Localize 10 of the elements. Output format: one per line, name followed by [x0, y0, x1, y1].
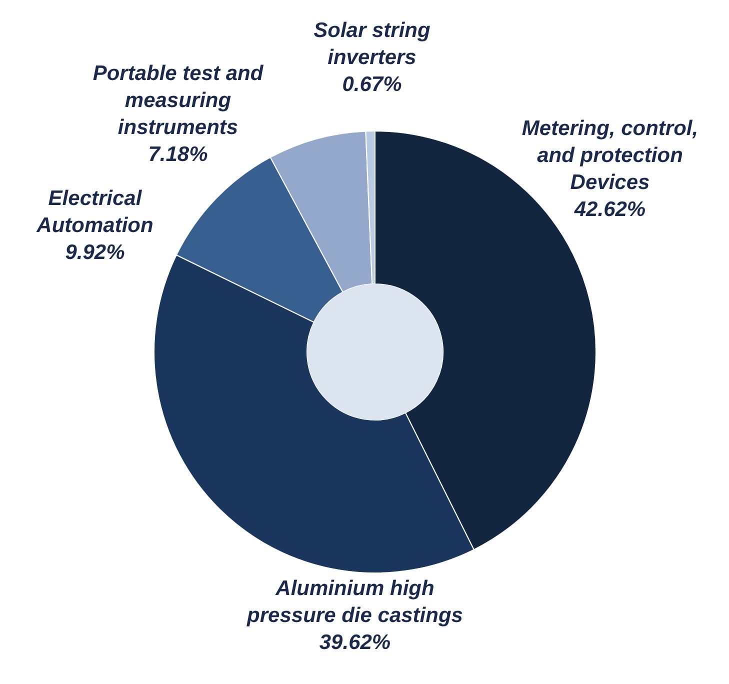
- slice-label: Solar string inverters: [314, 19, 431, 69]
- data-label: 0.67%: [342, 73, 402, 96]
- slice-label: Electrical Automation: [36, 187, 154, 237]
- data-label: 9.92%: [65, 241, 126, 264]
- data-label: 42.62%: [573, 198, 646, 221]
- slice-label: Portable test and measuring instruments: [92, 62, 264, 139]
- slice-label: Aluminium high pressure die castings: [246, 577, 463, 627]
- data-label: 7.18%: [148, 143, 208, 166]
- data-label: 39.62%: [319, 631, 391, 654]
- slice-label: Metering, control, and protection Devices: [522, 117, 698, 194]
